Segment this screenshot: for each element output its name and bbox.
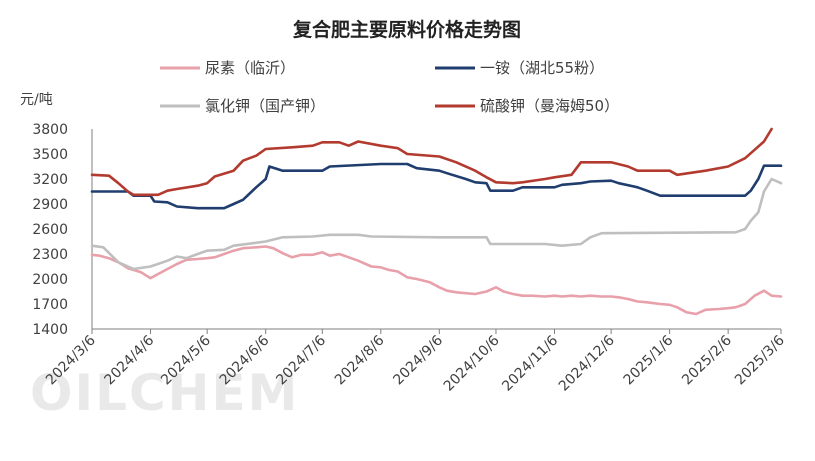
x-tick-label: 2024/7/6 (273, 332, 329, 388)
x-tick-label: 2024/10/6 (441, 332, 503, 394)
series-layer (90, 127, 783, 316)
x-tick-label: 2025/1/6 (621, 332, 677, 388)
legend-item-sop: 硫酸钾（曼海姆50） (435, 97, 619, 115)
legend: 尿素（临沂） 一铵（湖北55粉） 氯化钾（国产钾） 硫酸钾（曼海姆50） (160, 59, 619, 115)
y-tick-label: 1400 (32, 322, 68, 338)
x-tick-label: 2024/9/6 (390, 332, 446, 388)
series-urea-line (90, 245, 783, 316)
y-axis: 1400 1700 2000 2300 2600 2900 3200 3500 3800 (32, 122, 68, 338)
y-tick-label: 1700 (32, 297, 68, 313)
x-tick-label: 2025/2/6 (679, 332, 735, 388)
series-map-line (90, 162, 783, 210)
series-sop-line (90, 127, 773, 197)
y-tick-label: 2000 (32, 272, 68, 288)
x-tick-label: 2024/11/6 (499, 332, 561, 394)
y-tick-label: 2600 (32, 222, 68, 238)
chart-title: 复合肥主要原料价格走势图 (292, 18, 521, 41)
x-tick-label: 2024/8/6 (332, 332, 388, 388)
legend-label-sop: 硫酸钾（曼海姆50） (480, 97, 619, 115)
oilchem-watermark: OILCHEM (30, 364, 299, 422)
legend-item-kcl: 氯化钾（国产钾） (160, 97, 325, 115)
legend-item-urea: 尿素（临沂） (160, 59, 295, 77)
legend-label-map: 一铵（湖北55粉） (480, 59, 604, 77)
x-tick-label: 2024/12/6 (556, 332, 618, 394)
y-tick-label: 2300 (32, 247, 68, 263)
y-tick-label: 3500 (32, 147, 68, 163)
y-tick-label: 3200 (32, 172, 68, 188)
legend-label-kcl: 氯化钾（国产钾） (205, 97, 325, 115)
y-axis-unit: 元/吨 (20, 92, 53, 108)
y-tick-label: 3800 (32, 122, 68, 138)
x-tick-label: 2025/3/6 (732, 332, 788, 388)
series-kcl-line (90, 177, 783, 271)
y-tick-label: 2900 (32, 197, 68, 213)
legend-item-map: 一铵（湖北55粉） (435, 59, 604, 77)
legend-label-urea: 尿素（临沂） (205, 59, 295, 77)
